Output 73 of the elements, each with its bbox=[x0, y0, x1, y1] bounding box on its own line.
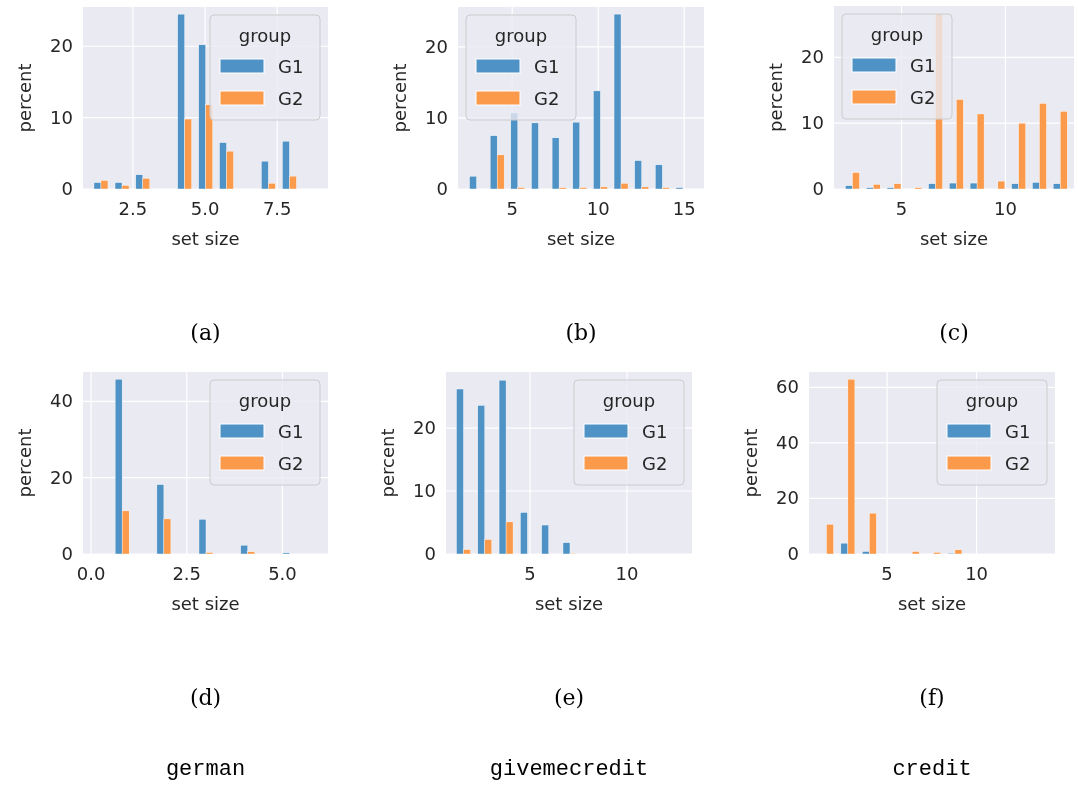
legend-label: G1 bbox=[278, 421, 304, 442]
legend-label: G2 bbox=[642, 453, 668, 474]
legend-label: G1 bbox=[534, 56, 560, 77]
legend-label: G1 bbox=[278, 56, 304, 77]
x-tick-label: 10 bbox=[993, 198, 1017, 219]
x-tick-label: 7.5 bbox=[262, 198, 292, 219]
y-tick-label: 10 bbox=[425, 106, 448, 128]
y-axis-title: percent bbox=[389, 63, 410, 133]
y-axis-title: percent bbox=[740, 428, 761, 498]
y-tick-label: 20 bbox=[776, 487, 799, 509]
x-tick-label: 10 bbox=[586, 198, 610, 219]
text: givemecredit bbox=[489, 757, 649, 782]
x-tick-label: 10 bbox=[615, 563, 639, 584]
x-axis-title: set size bbox=[171, 228, 240, 249]
y-tick-label: 0 bbox=[424, 543, 436, 564]
text: credit bbox=[892, 757, 972, 782]
y-tick-label: 10 bbox=[801, 112, 824, 134]
y-tick-label: 0 bbox=[787, 543, 799, 564]
x-tick-label: 15 bbox=[672, 198, 696, 219]
x-tick-label: 5 bbox=[881, 563, 893, 584]
y-tick-label: 20 bbox=[50, 466, 73, 488]
x-tick-label: 5.0 bbox=[190, 198, 220, 219]
text: (b) bbox=[565, 320, 597, 345]
legend-label: G1 bbox=[1005, 421, 1031, 442]
x-axis-title: set size bbox=[534, 593, 604, 614]
text: german bbox=[165, 757, 246, 782]
y-axis-title: percent bbox=[14, 428, 35, 498]
x-tick-label: 2.5 bbox=[118, 198, 148, 219]
x-tick-label: 5 bbox=[895, 198, 908, 219]
y-tick-label: 0 bbox=[436, 178, 448, 199]
legend-label: G2 bbox=[1005, 453, 1031, 474]
text: (f) bbox=[919, 685, 945, 710]
y-tick-label: 40 bbox=[776, 431, 799, 453]
legend-label: G2 bbox=[910, 87, 936, 108]
legend-label: G1 bbox=[910, 55, 936, 76]
text: (a) bbox=[190, 320, 221, 345]
legend-title: group bbox=[494, 25, 548, 46]
legend-title: group bbox=[238, 390, 292, 411]
legend-label: G2 bbox=[278, 453, 304, 474]
x-axis-title: set size bbox=[171, 593, 240, 614]
x-tick-label: 2.5 bbox=[172, 563, 202, 584]
y-tick-label: 20 bbox=[50, 35, 73, 57]
legend-label: G2 bbox=[534, 88, 560, 109]
y-tick-label: 20 bbox=[425, 35, 448, 57]
y-axis-title: percent bbox=[377, 428, 398, 498]
legend-title: group bbox=[238, 25, 292, 46]
x-tick-label: 10 bbox=[965, 563, 989, 584]
y-axis-title: percent bbox=[765, 63, 786, 132]
y-tick-label: 20 bbox=[801, 46, 824, 68]
y-tick-label: 0 bbox=[812, 178, 824, 199]
y-tick-label: 60 bbox=[776, 376, 799, 398]
legend-title: group bbox=[870, 24, 924, 45]
x-axis-title: set size bbox=[919, 228, 989, 249]
text: (e) bbox=[553, 685, 585, 710]
x-axis-title: set size bbox=[897, 593, 967, 614]
legend-label: G2 bbox=[278, 88, 304, 109]
text: (d) bbox=[189, 685, 222, 710]
legend-label: G1 bbox=[642, 421, 668, 442]
y-axis-title: percent bbox=[14, 63, 35, 133]
y-tick-label: 0 bbox=[61, 178, 73, 199]
y-tick-label: 10 bbox=[413, 480, 436, 502]
legend-title: group bbox=[602, 390, 656, 411]
x-tick-label: 5.0 bbox=[268, 563, 297, 584]
legend-title: group bbox=[965, 390, 1019, 411]
y-tick-label: 10 bbox=[50, 106, 73, 128]
x-axis-title: set size bbox=[546, 228, 616, 249]
y-tick-label: 40 bbox=[50, 390, 73, 412]
x-tick-label: 0.0 bbox=[76, 563, 106, 584]
x-tick-label: 5 bbox=[506, 198, 518, 219]
text: (c) bbox=[939, 320, 969, 345]
y-tick-label: 0 bbox=[61, 543, 73, 564]
x-tick-label: 5 bbox=[524, 563, 536, 584]
y-tick-label: 20 bbox=[413, 417, 436, 439]
